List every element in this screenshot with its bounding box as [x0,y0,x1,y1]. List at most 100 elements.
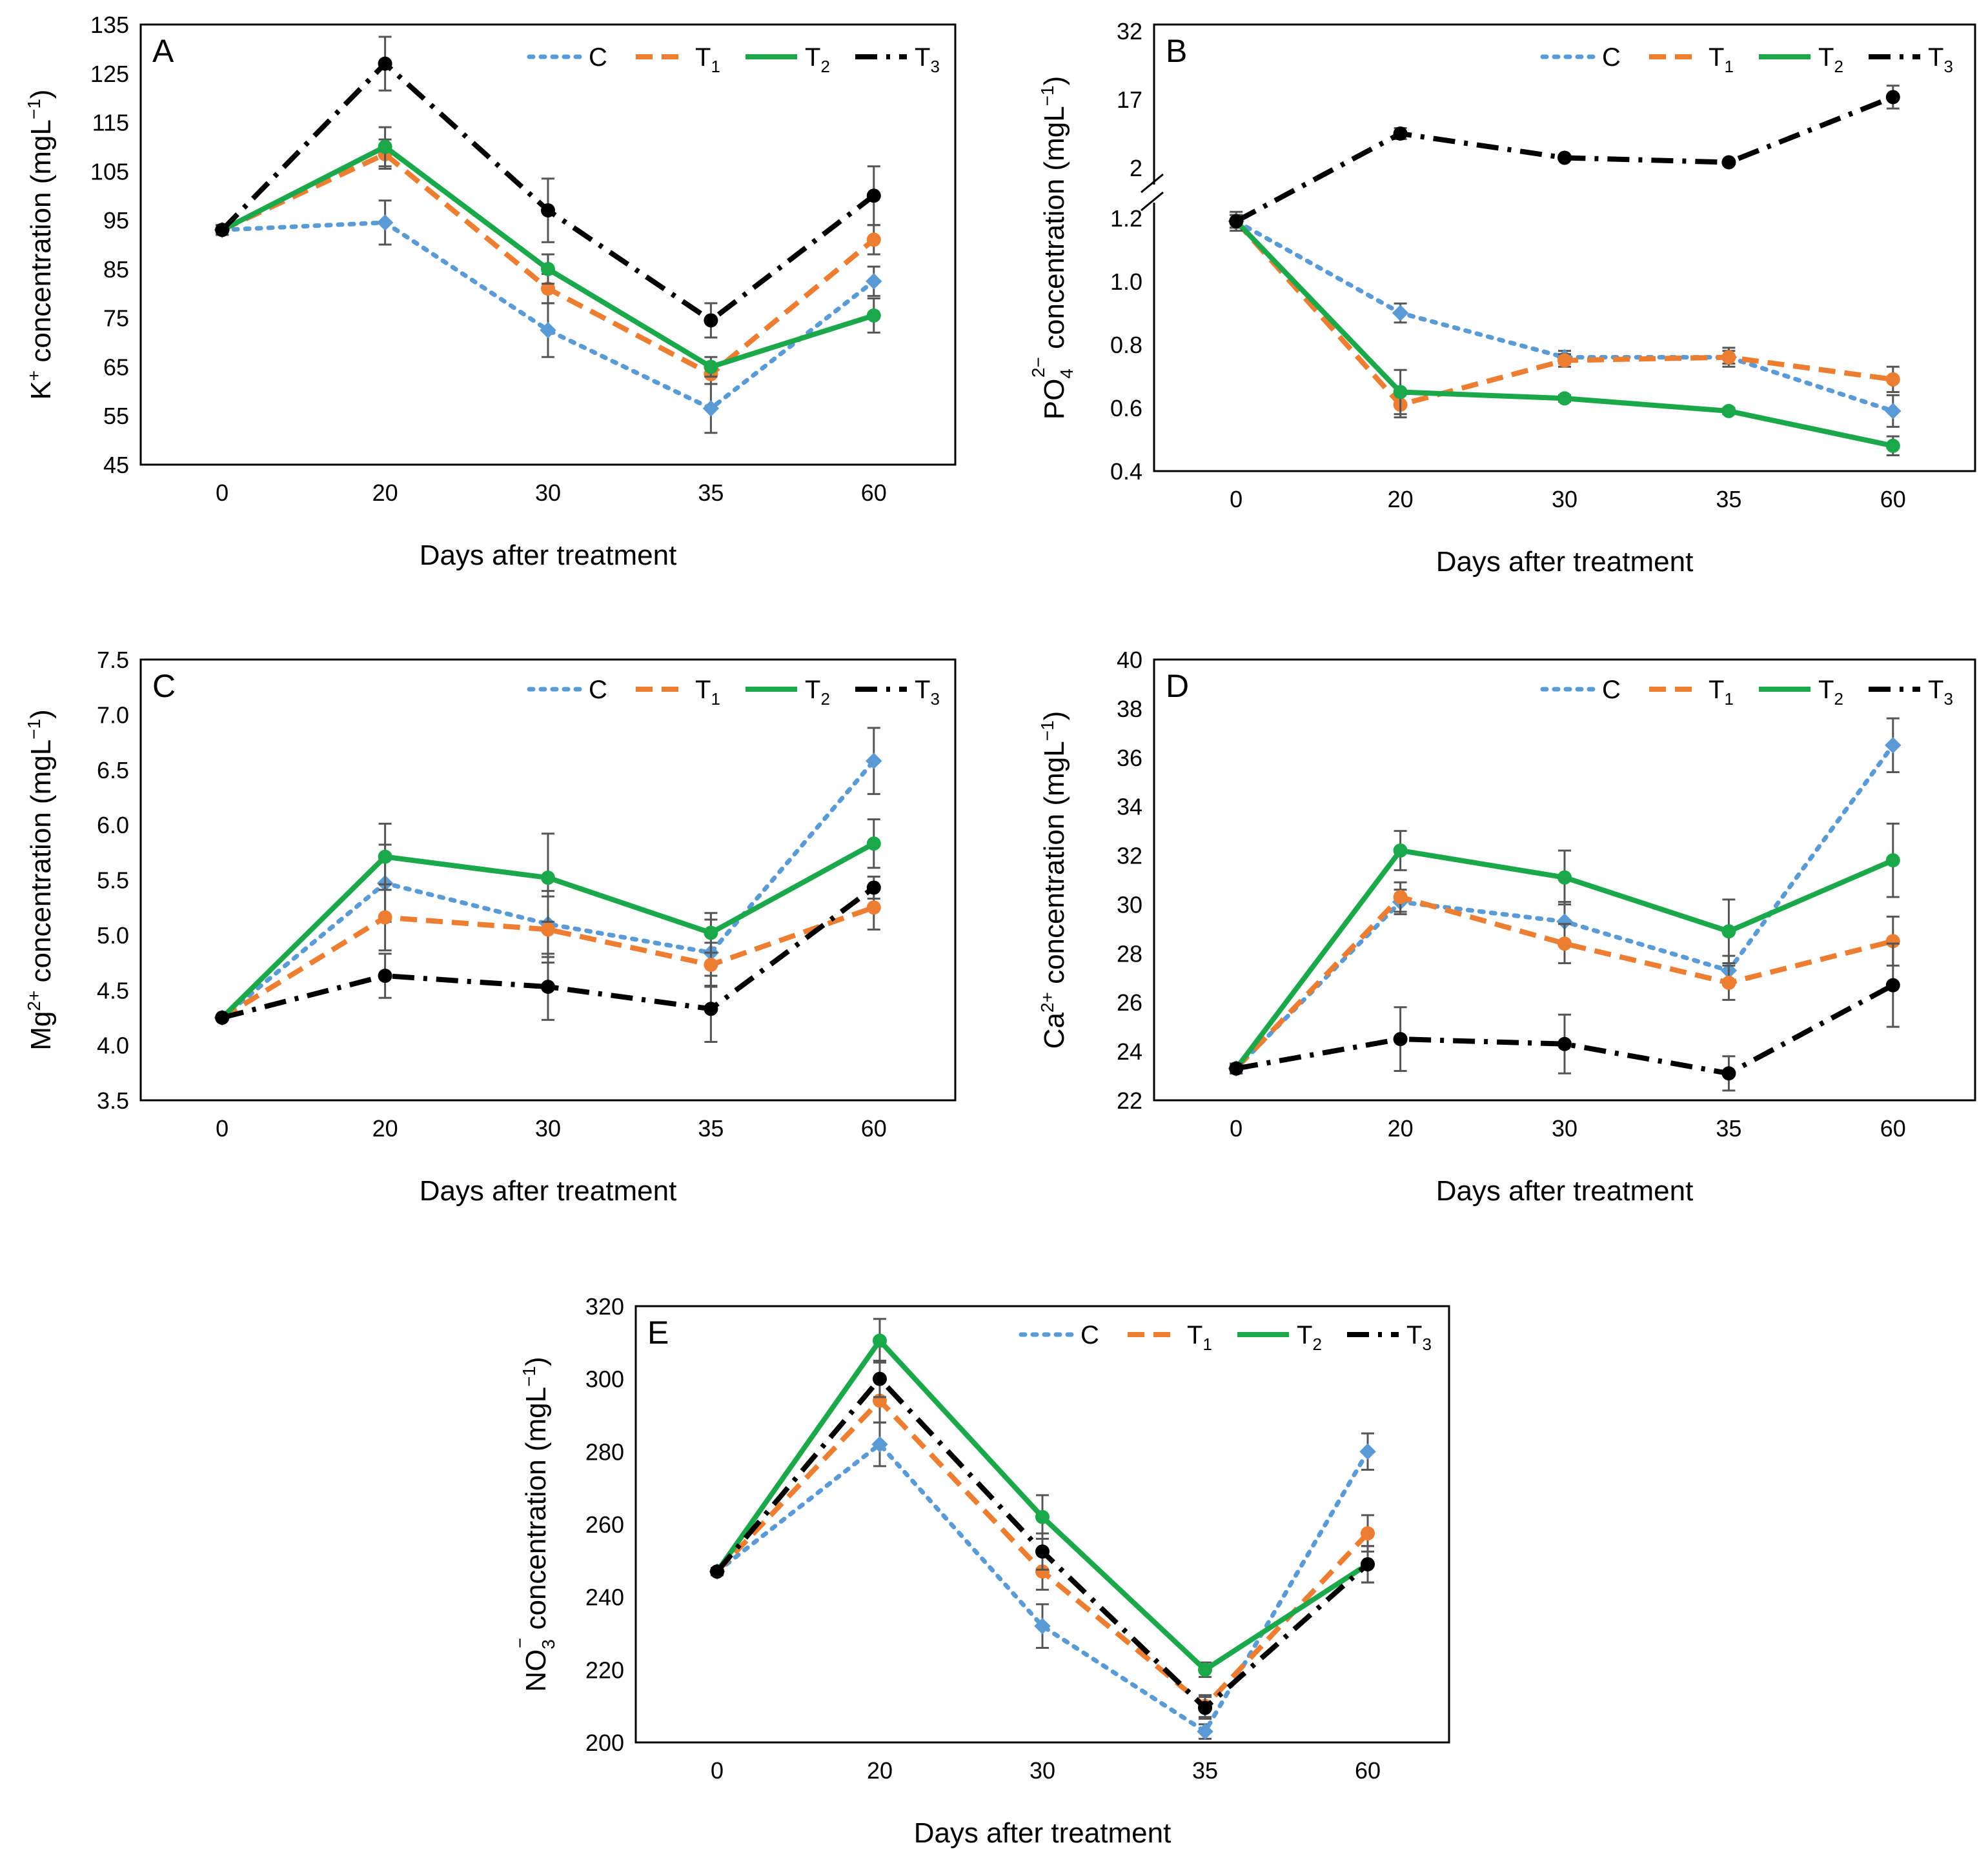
y-tick-label: 260 [585,1511,624,1538]
legend-label: C [589,676,607,704]
series-t2 [1229,214,1900,456]
data-point [1885,438,1900,453]
y-axis-title-part: 2+ [24,991,44,1011]
data-point [1557,1036,1572,1051]
legend-label-sub: 3 [930,57,939,76]
series-t3 [1229,942,1900,1092]
data-point [215,1010,230,1025]
data-point [378,139,392,154]
x-tick-label: 0 [1230,486,1242,512]
legend-label-base: T [805,43,820,72]
legend-label-sub: 3 [1943,689,1953,709]
data-point [873,1333,887,1348]
y-axis-title: NO3− concentration (mgL−1) [510,1357,558,1691]
x-tick-label: 60 [1355,1757,1381,1784]
y-tick-label: 6.0 [97,812,129,838]
series-t1 [1229,881,1900,1076]
y-tick-label: 4.5 [97,977,129,1004]
legend: C T1 T2 T3 [527,43,940,76]
x-tick-label: 30 [1552,486,1577,512]
y-axis-title-part: Mg [25,1011,57,1051]
legend-label: C [1602,676,1621,704]
x-tick-label: 30 [1030,1757,1055,1784]
series-line [1235,983,1894,1076]
data-point [541,281,555,296]
y-tick-label-upper: 17 [1117,86,1142,113]
y-tick-label: 4.0 [97,1033,129,1059]
legend-label-sub: 2 [1834,57,1843,76]
y-axis-title-part: PO [1039,379,1070,420]
x-tick-label: 35 [1716,486,1741,512]
x-tick-label: 20 [1388,1115,1414,1142]
data-point [1721,975,1736,990]
legend-label-base: T [805,676,820,704]
panel-letter: D [1166,668,1189,704]
legend-label-base: T [1818,43,1834,72]
panel-c: 3.5 4.0 4.5 5.0 5.5 6.0 6.5 7.0 7.5 0 20 30 35 60 Days… [24,647,957,1207]
x-axis-title: Days after treatment [1436,1175,1694,1207]
data-point [1361,1526,1375,1541]
legend-label: C [589,43,607,72]
legend-label: T1 [1709,676,1734,709]
legend-label-base: T [1709,43,1724,72]
y-axis-title-part: −1 [24,99,44,119]
x-tick-label: 60 [861,479,887,506]
x-tick-label: 20 [867,1757,893,1784]
x-axis-title: Days after treatment [420,540,677,571]
data-point [1035,1544,1050,1559]
data-point [866,308,881,323]
y-axis-title-part: ) [520,1357,552,1366]
legend-label-sub: 2 [820,57,829,76]
legend-label: T2 [805,43,830,76]
legend-label-sub: 1 [711,689,720,709]
y-axis-title-part: K [25,381,57,399]
y-tick-label: 115 [92,110,129,136]
legend-label-base: C [1080,1321,1099,1349]
x-tick-label: 0 [1230,1115,1242,1142]
y-axis-title-part: concentration (mgL [1039,741,1070,992]
data-point [1229,1061,1244,1076]
legend-label-sub: 3 [930,689,939,709]
legend-label-sub: 2 [1312,1335,1321,1354]
x-tick-label: 20 [1388,486,1414,512]
data-point [1557,353,1572,368]
y-axis-title-part: concentration (mgL [1039,106,1070,357]
legend-label: T3 [1406,1321,1432,1354]
x-tick-label: 35 [698,1115,724,1142]
y-tick-label: 65 [103,354,129,380]
y-axis-title-part: −1 [519,1366,539,1387]
y-axis-title: Ca2+ concentration (mgL−1) [1037,711,1070,1049]
y-tick-label: 24 [1117,1038,1142,1065]
legend-label-sub: 2 [1834,689,1843,709]
data-point [1885,853,1900,868]
legend-label-base: T [1928,676,1943,704]
y-axis-title-part: −1 [24,719,44,740]
panel-letter: E [647,1315,669,1351]
data-point [378,910,392,925]
legend-label: T3 [1928,676,1953,709]
data-point [704,925,718,940]
legend: C T1 T2 T3 [527,676,940,709]
legend-label: T2 [1818,676,1843,709]
legend-label-base: C [589,43,607,72]
series-line [1234,219,1894,449]
x-tick-label: 35 [1716,1115,1741,1142]
legend-label-base: C [589,676,607,704]
y-tick-label: 240 [585,1584,624,1611]
data-point [866,188,881,203]
data-point [704,313,718,328]
legend-label-base: T [1187,1321,1202,1349]
legend: C T1 T2 T3 [1540,676,1953,709]
data-point [1557,150,1572,165]
y-tick-label: 0.4 [1110,458,1142,485]
x-axis-title: Days after treatment [914,1817,1172,1849]
series-line [715,1442,1370,1734]
data-point [866,232,881,247]
y-tick-label: 280 [585,1438,624,1465]
data-point [1557,870,1572,885]
x-tick-label: 60 [1880,1115,1906,1142]
axis-break-mark [1141,173,1164,194]
panel-letter: C [152,668,176,704]
y-tick-label: 45 [103,452,129,478]
